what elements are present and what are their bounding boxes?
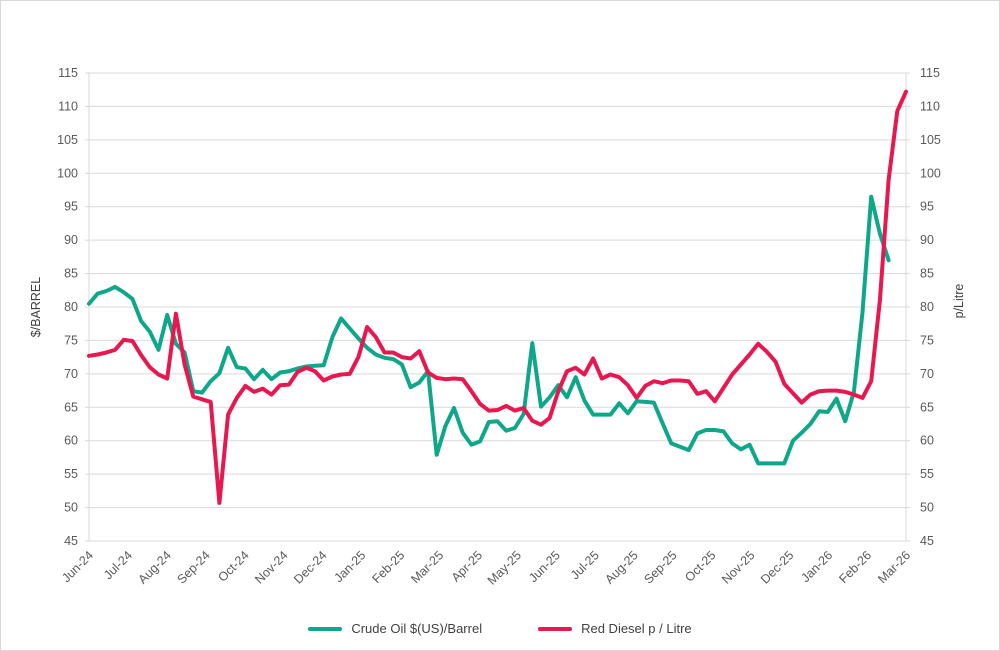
y-axis-label-right: 55 <box>920 467 934 481</box>
y-axis-label-right: 105 <box>920 133 941 147</box>
y-axis-label-right: 100 <box>920 166 941 180</box>
x-axis-label: Aug-25 <box>602 548 640 586</box>
y-axis-label-left: 115 <box>58 66 78 80</box>
y-axis-label-right: 115 <box>920 66 940 80</box>
y-axis-label-right: 90 <box>920 233 934 247</box>
x-axis-label: Sep-25 <box>641 548 679 586</box>
x-axis-label: Sep-24 <box>174 548 212 586</box>
x-axis-label: Dec-25 <box>758 548 796 586</box>
chart-legend: Crude Oil $(US)/Barrel Red Diesel p / Li… <box>1 621 999 636</box>
x-axis-label: Oct-24 <box>215 548 251 584</box>
y-axis-label-left: 85 <box>64 267 78 281</box>
x-axis-label: Jul-25 <box>568 548 602 582</box>
y-axis-label-left: 55 <box>64 467 78 481</box>
y-axis-label-right: 85 <box>920 267 934 281</box>
x-axis-label: Jul-24 <box>101 548 135 582</box>
y-axis-label-left: 90 <box>64 233 78 247</box>
x-axis-label: Mar-26 <box>875 548 913 586</box>
y-axis-label-right: 75 <box>920 333 934 347</box>
y-axis-title-right: p/Litre <box>952 284 966 319</box>
y-axis-label-left: 65 <box>64 400 78 414</box>
legend-label-crude-oil: Crude Oil $(US)/Barrel <box>351 621 483 636</box>
y-axis-label-right: 95 <box>920 200 934 214</box>
x-axis-label: Feb-25 <box>369 548 407 586</box>
y-axis-label-right: 110 <box>920 99 940 113</box>
red-diesel-line <box>87 89 908 505</box>
y-axis-label-left: 80 <box>64 300 78 314</box>
legend-label-red-diesel: Red Diesel p / Litre <box>581 621 692 636</box>
y-axis-label-left: 100 <box>57 166 78 180</box>
y-axis-label-left: 105 <box>57 133 78 147</box>
y-axis-label-left: 70 <box>64 367 78 381</box>
y-axis-title-left: $/BARREL <box>29 277 43 337</box>
y-axis-label-left: 50 <box>64 501 78 515</box>
y-axis-label-right: 45 <box>920 534 934 548</box>
y-axis-label-left: 110 <box>58 99 78 113</box>
x-axis-label: Oct-25 <box>682 548 718 584</box>
crude-oil-swatch <box>308 626 343 631</box>
y-axis-label-left: 45 <box>64 534 78 548</box>
y-axis-label-right: 80 <box>920 300 934 314</box>
x-axis-label: Nov-25 <box>719 548 757 586</box>
y-axis-label-left: 60 <box>64 434 78 448</box>
x-axis-label: Jan-26 <box>798 548 835 585</box>
x-axis-label: Mar-25 <box>408 548 446 586</box>
y-axis-label-right: 65 <box>920 400 934 414</box>
red-diesel-swatch <box>538 626 573 631</box>
x-axis-label: Nov-24 <box>252 548 290 586</box>
y-axis-label-left: 95 <box>64 200 78 214</box>
y-axis-label-left: 75 <box>64 333 78 347</box>
x-axis-label: Jun-25 <box>526 548 563 585</box>
legend-item-crude-oil: Crude Oil $(US)/Barrel <box>308 621 482 636</box>
y-axis-label-right: 60 <box>920 434 934 448</box>
x-axis-label: Aug-24 <box>136 548 174 586</box>
y-axis-label-right: 70 <box>920 367 934 381</box>
x-axis-label: Jan-25 <box>332 548 369 585</box>
x-axis-label: Apr-25 <box>449 548 485 584</box>
x-axis-label: Feb-26 <box>836 548 874 586</box>
legend-item-red-diesel: Red Diesel p / Litre <box>538 621 692 636</box>
crude-oil-line <box>87 194 891 466</box>
x-axis-label: May-25 <box>485 548 524 587</box>
x-axis-label: Jun-24 <box>59 548 96 585</box>
x-axis-label: Dec-24 <box>291 548 329 586</box>
y-axis-label-right: 50 <box>920 501 934 515</box>
